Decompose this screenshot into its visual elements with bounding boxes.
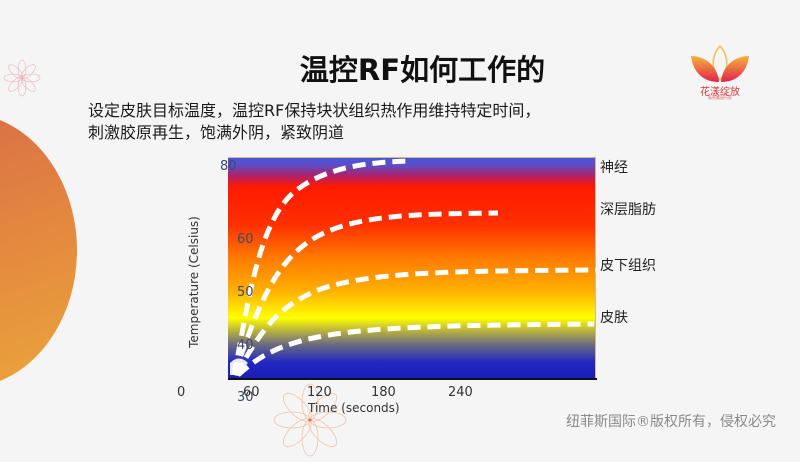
label-subcutaneous: 皮下组织 <box>600 258 656 274</box>
y-tick: 80 <box>220 159 237 174</box>
subtitle-line-2: 刺激胶原再生，饱满外阴，紧致阴道 <box>88 123 345 142</box>
lotus-logo-icon <box>691 44 749 82</box>
label-skin: 皮肤 <box>600 310 628 326</box>
y-tick: 40 <box>237 338 254 353</box>
copyright-text: 纽菲斯国际®版权所有，侵权必究 <box>566 414 776 430</box>
flower-watermark-icon <box>273 383 347 457</box>
logo-name: 花漾绽放 <box>700 87 740 98</box>
subtitle-line-1: 设定皮肤目标温度，温控RF保持块状组织热作用维持特定时间， <box>88 101 541 120</box>
decorative-circle <box>0 0 80 450</box>
slide-title: 温控RF如何工作的 <box>299 53 546 87</box>
y-tick: 60 <box>237 232 254 247</box>
y-tick: 30 <box>237 390 254 405</box>
x-tick: 0 <box>177 385 186 400</box>
curve-skin <box>236 321 595 377</box>
label-deep-fat: 深层脂肪 <box>600 202 656 218</box>
slide-subtitle: 设定皮肤目标温度，温控RF保持块状组织热作用维持特定时间， 刺激胶原再生，饱满外… <box>88 100 540 144</box>
logo-tagline: 私密美丽行家 <box>708 95 732 100</box>
y-tick: 50 <box>237 285 254 300</box>
curve-nerve <box>231 158 412 376</box>
x-tick: 120 <box>307 385 332 400</box>
x-axis-label: Time (seconds) <box>308 401 400 415</box>
x-tick: 60 <box>243 385 260 400</box>
flower-watermark-icon <box>3 59 41 97</box>
curve-deep-fat <box>231 210 499 376</box>
label-nerve: 神经 <box>600 160 628 176</box>
x-axis-line <box>228 378 597 380</box>
x-tick: 180 <box>371 385 396 400</box>
temperature-curves <box>230 158 597 377</box>
curve-subcutaneous <box>233 267 597 377</box>
x-tick: 240 <box>448 385 473 400</box>
y-axis-label: Temperature (Celsius) <box>187 216 201 348</box>
